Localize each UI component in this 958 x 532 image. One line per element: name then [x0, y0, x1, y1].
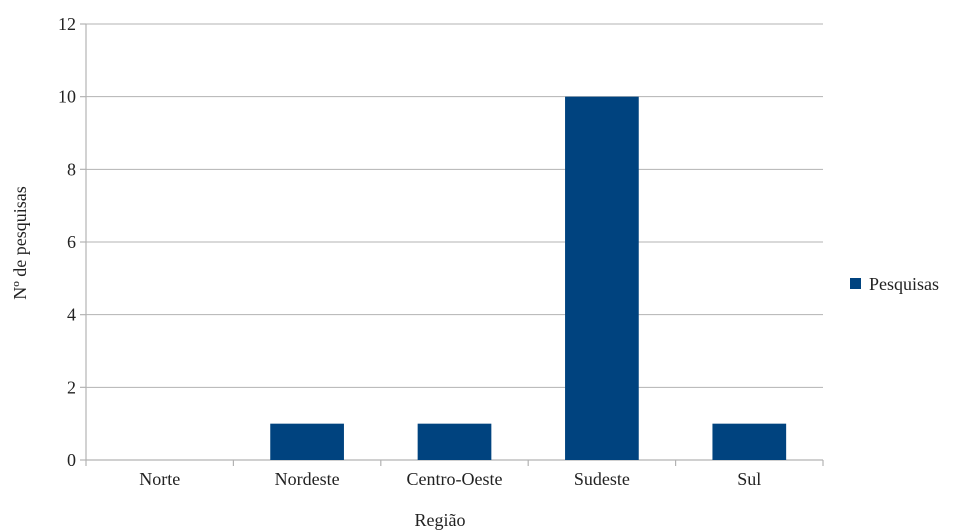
- y-tick-label: 12: [58, 14, 76, 34]
- y-tick-labels: 0 2 4 6 8 10 12: [58, 14, 76, 470]
- gridlines: [86, 23, 823, 388]
- y-tick-label: 4: [67, 305, 76, 325]
- y-tick-label: 6: [67, 232, 76, 252]
- bar-sul: [712, 423, 787, 460]
- legend-swatch: [850, 278, 861, 289]
- bar-sudeste: [565, 96, 639, 461]
- x-category-label: Norte: [139, 469, 180, 489]
- y-axis-title: Nº de pesquisas: [10, 186, 30, 300]
- bar-nordeste: [270, 423, 344, 460]
- y-tick-label: 8: [67, 159, 76, 179]
- y-tick-label: 0: [67, 450, 76, 470]
- x-axis-title: Região: [415, 510, 466, 530]
- legend-label-pesquisas: Pesquisas: [869, 274, 939, 294]
- x-category-label: Centro-Oeste: [407, 469, 503, 489]
- x-category-label: Nordeste: [275, 469, 340, 489]
- axes: [80, 23, 824, 466]
- y-tick-label: 10: [58, 87, 76, 107]
- y-tick-label: 2: [67, 377, 76, 397]
- legend: Pesquisas: [850, 274, 939, 294]
- bar-centro-oeste: [417, 423, 492, 460]
- x-category-label: Sudeste: [574, 469, 630, 489]
- x-category-labels: Norte Nordeste Centro-Oeste Sudeste Sul: [139, 469, 761, 489]
- x-category-label: Sul: [737, 469, 761, 489]
- bars: [270, 96, 787, 461]
